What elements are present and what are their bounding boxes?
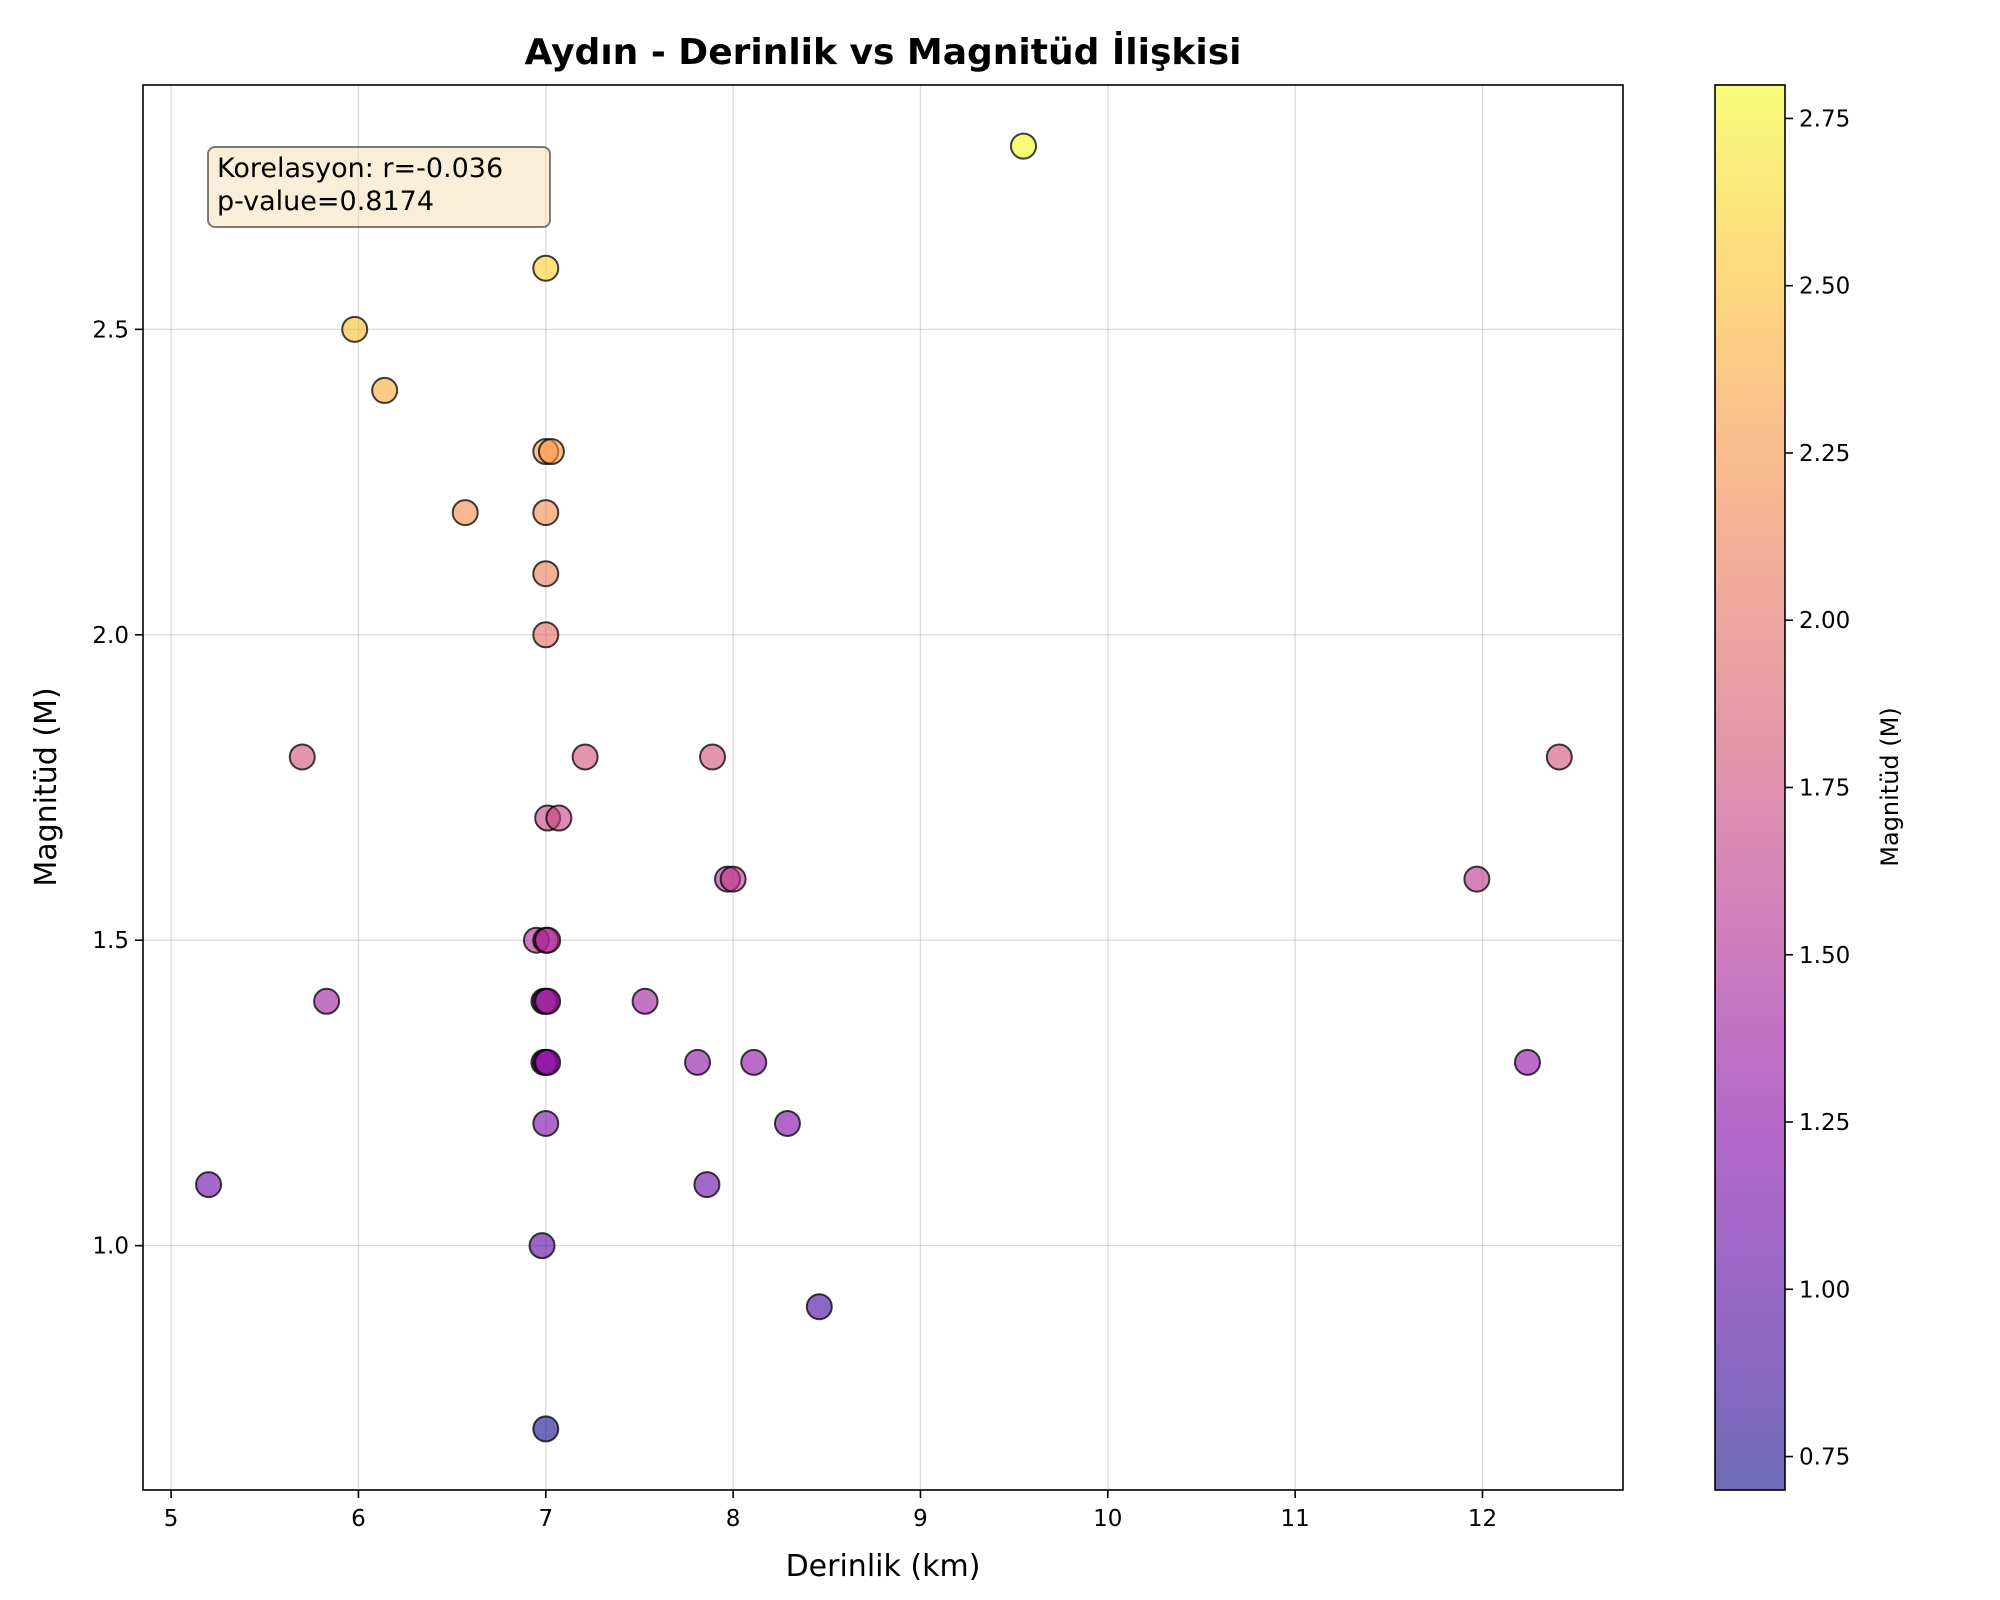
annotation-correlation: Korelasyon: r=-0.036 — [217, 153, 503, 184]
colorbar-tick-label: 2.25 — [1799, 441, 1850, 467]
x-axis-ticks: 5 6 7 8 9 10 11 12 — [164, 1490, 1497, 1532]
x-tick-label: 7 — [538, 1506, 553, 1532]
y-axis-label: Magnitüd (M) — [29, 687, 64, 886]
x-axis-label: Derinlik (km) — [786, 1549, 981, 1584]
chart-title: Aydın - Derinlik vs Magnitüd İlişkisi — [525, 31, 1242, 73]
data-point — [1545, 743, 1573, 771]
scatter-points — [195, 132, 1573, 1443]
data-point — [534, 1048, 562, 1076]
data-point — [1513, 1048, 1541, 1076]
colorbar-ticks: 0.75 1.00 1.25 1.50 1.75 2.00 2.25 2.50 2.75 — [1785, 106, 1850, 1471]
data-point — [532, 499, 560, 527]
data-point — [719, 865, 747, 893]
data-point — [534, 987, 562, 1015]
x-tick-label: 10 — [1093, 1506, 1122, 1532]
data-point — [684, 1048, 712, 1076]
data-point — [1463, 865, 1491, 893]
data-point — [740, 1048, 768, 1076]
data-point — [805, 1293, 833, 1321]
y-tick-label: 1.0 — [92, 1234, 129, 1260]
data-point — [773, 1109, 801, 1137]
colorbar-tick-label: 2.00 — [1799, 608, 1850, 634]
colorbar-tick-label: 1.75 — [1799, 776, 1850, 802]
data-point — [532, 254, 560, 282]
plot-frame — [142, 84, 1624, 1491]
colorbar-label: Magnitüd (M) — [1876, 707, 1904, 866]
data-point — [693, 1171, 721, 1199]
data-point — [313, 987, 341, 1015]
y-tick-label: 1.5 — [92, 928, 129, 954]
data-point — [545, 804, 573, 832]
colorbar-tick-label: 2.50 — [1799, 274, 1850, 300]
y-axis-ticks: 1.0 1.5 2.0 2.5 — [92, 317, 143, 1260]
data-point — [528, 1232, 556, 1260]
colorbar-tick-label: 1.50 — [1799, 943, 1850, 969]
y-tick-label: 2.5 — [92, 317, 129, 343]
data-point — [1010, 132, 1038, 160]
x-tick-label: 12 — [1468, 1506, 1497, 1532]
annotation-background — [207, 146, 551, 228]
data-point — [195, 1171, 223, 1199]
data-point — [288, 743, 316, 771]
colorbar: 0.75 1.00 1.25 1.50 1.75 2.00 2.25 2.50 2.75 Mag… — [1714, 84, 1904, 1491]
colorbar-tick-label: 1.00 — [1799, 1277, 1850, 1303]
x-tick-label: 9 — [913, 1506, 928, 1532]
x-tick-label: 5 — [164, 1506, 179, 1532]
data-point — [532, 621, 560, 649]
y-tick-label: 2.0 — [92, 623, 129, 649]
data-point — [699, 743, 727, 771]
data-point — [341, 315, 369, 343]
annotation-box: Korelasyon: r=-0.036 p-value=0.8174 — [207, 146, 551, 228]
data-point — [537, 438, 565, 466]
data-point — [532, 560, 560, 588]
data-point — [451, 499, 479, 527]
annotation-p-value: p-value=0.8174 — [217, 186, 434, 217]
x-tick-label: 8 — [726, 1506, 741, 1532]
data-point — [532, 1109, 560, 1137]
data-point — [371, 376, 399, 404]
data-point — [631, 987, 659, 1015]
data-point — [532, 1415, 560, 1443]
colorbar-tick-label: 0.75 — [1799, 1445, 1850, 1471]
x-tick-label: 6 — [351, 1506, 366, 1532]
plot-background — [143, 85, 1623, 1490]
colorbar-gradient — [1715, 85, 1785, 1490]
x-tick-label: 11 — [1281, 1506, 1310, 1532]
data-point — [534, 926, 562, 954]
plot-area — [142, 84, 1624, 1491]
colorbar-tick-label: 1.25 — [1799, 1110, 1850, 1136]
data-point — [571, 743, 599, 771]
colorbar-tick-label: 2.75 — [1799, 106, 1850, 132]
